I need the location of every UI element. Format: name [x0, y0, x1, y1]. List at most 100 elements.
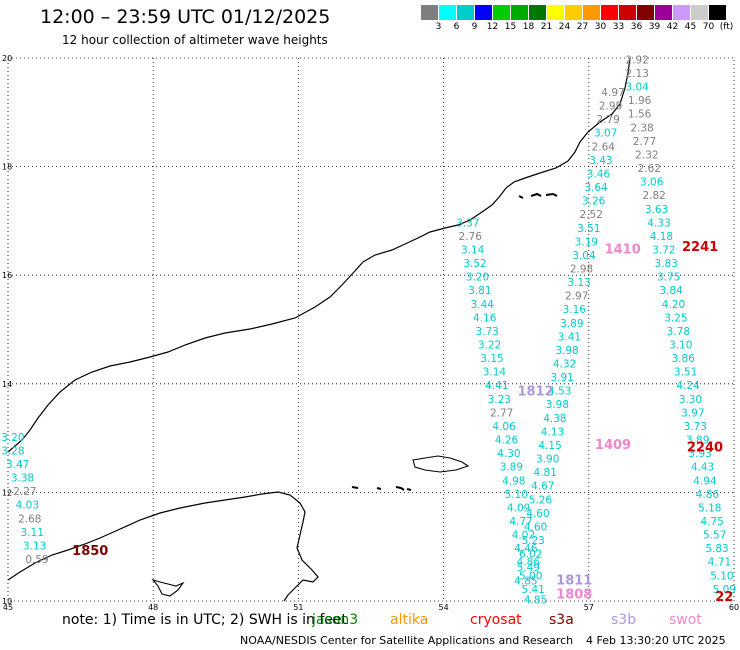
- wave-height-label: 5.41: [521, 584, 544, 596]
- track-time-label: 1811: [556, 574, 592, 589]
- wave-height-label: 2.27: [13, 486, 36, 498]
- wave-height-label: 5.09: [713, 584, 736, 596]
- wave-height-label: 3.52: [463, 258, 486, 270]
- wave-height-label: 3.89: [686, 435, 709, 447]
- colorbar-label: 15: [504, 22, 517, 32]
- coast-arabia: [7, 57, 631, 453]
- wave-height-label: 3.84: [659, 285, 683, 297]
- satellite-legend-item: s3b: [611, 612, 637, 628]
- colorbar-label: 36: [630, 22, 643, 32]
- wave-height-label: 4.86: [696, 489, 720, 501]
- wave-height-label: 3.44: [471, 299, 495, 311]
- wave-height-label: 2.38: [630, 122, 653, 134]
- colorbar-swatch: [529, 5, 546, 20]
- islets-socotra: [351, 486, 412, 491]
- wave-height-label: 4.24: [676, 380, 700, 392]
- wave-height-label: 4.97: [601, 87, 624, 99]
- colorbar-swatch: [439, 5, 456, 20]
- wave-height-label: 4.06: [492, 421, 516, 433]
- wave-height-label: 5.23: [521, 535, 544, 547]
- colorbar-label: 39: [648, 22, 661, 32]
- legend-note: note: 1) Time is in UTC; 2) SWH is in fe…: [62, 612, 348, 628]
- wave-height-label: 3.13: [567, 277, 590, 289]
- map-border: [7, 57, 735, 602]
- wave-height-label: 3.73: [475, 326, 498, 338]
- wave-height-label: 5.49: [517, 562, 540, 574]
- y-tick-label: 14: [2, 380, 12, 389]
- track-time-label: 1808: [556, 587, 592, 602]
- wave-height-label: 6.02: [519, 549, 542, 561]
- wave-height-label: 5.18: [698, 502, 721, 514]
- wave-height-label: 3.28: [1, 445, 24, 457]
- footer-timestamp: 4 Feb 13:30:20 UTC 2025: [586, 634, 726, 647]
- wave-height-label: 4.13: [541, 426, 564, 438]
- wave-height-label: 2.98: [570, 263, 593, 275]
- x-tick-label: 54: [439, 603, 449, 612]
- track-west: 3.203.28 3.47 3.382.27 4.032.68 3.113.13 0.59: [1, 432, 49, 566]
- wave-height-label: 3.25: [664, 312, 687, 324]
- colorbar-label: 27: [576, 22, 589, 32]
- y-tick-label: 18: [2, 163, 12, 172]
- colorbar-swatch: [583, 5, 600, 20]
- wave-height-label: 4.53: [548, 386, 571, 398]
- wave-height-label: 3.23: [488, 394, 511, 406]
- colorbar-swatch: [457, 5, 474, 20]
- wave-height-label: 4.26: [495, 435, 519, 447]
- wave-height-label: 2.92: [626, 54, 649, 66]
- wave-height-label: 3.15: [480, 353, 503, 365]
- colorbar-label: 12: [486, 22, 499, 32]
- wave-height-label: 2.97: [565, 291, 588, 303]
- wave-height-label: 2.77: [633, 136, 656, 148]
- gridlines: [8, 58, 734, 601]
- wave-height-label: 3.43: [589, 155, 612, 167]
- wave-height-label: 3.37: [456, 217, 479, 229]
- wave-height-label: 3.93: [688, 448, 711, 460]
- wave-height-label: 4.32: [553, 359, 576, 371]
- colorbar-swatch: [637, 5, 654, 20]
- wave-height-label: 4.09: [507, 502, 530, 514]
- wave-height-label: 3.38: [11, 473, 34, 485]
- wave-height-label: 3.06: [640, 177, 664, 189]
- wave-height-label: 3.97: [681, 407, 704, 419]
- wave-height-label: 3.19: [575, 236, 598, 248]
- wave-height-label: 2.99: [599, 101, 622, 113]
- colorbar-label: 42: [666, 22, 679, 32]
- wave-height-label: 3.20: [466, 272, 489, 284]
- wave-height-label: 4.02: [512, 530, 535, 542]
- map-frame: [7, 57, 735, 602]
- wave-height-label: 3.98: [546, 399, 569, 411]
- wave-height-label: 3.89: [560, 318, 583, 330]
- colorbar-label: 3: [435, 22, 442, 32]
- wave-height-label: 0.59: [25, 554, 48, 566]
- footer-credit: NOAA/NESDIS Center for Satellite Applica…: [240, 634, 574, 647]
- wave-height-label: 3.51: [674, 367, 697, 379]
- wave-height-label: 5.10: [710, 570, 733, 582]
- wave-height-label: 2.79: [596, 114, 619, 126]
- y-tick-label: 10: [2, 597, 12, 606]
- colorbar-swatch: [511, 5, 528, 20]
- colorbar-swatch: [673, 5, 690, 20]
- wave-height-label: 4.43: [691, 462, 714, 474]
- wave-height-label: 4.38: [543, 413, 566, 425]
- satellite-legend-item: altika: [390, 612, 429, 628]
- colorbar-label: 45: [684, 22, 697, 32]
- wave-height-label: 4.67: [531, 481, 554, 493]
- colorbar-swatch: [709, 5, 726, 20]
- colorbar-label: 30: [594, 22, 607, 32]
- track-time-label: 22: [715, 590, 733, 605]
- wave-height-label: 4.75: [701, 516, 724, 528]
- wave-height-label: 1.56: [628, 109, 652, 121]
- colorbar-swatch: [493, 5, 510, 20]
- wave-height-label: 5.26: [529, 494, 553, 506]
- wave-height-label: 3.04: [572, 250, 596, 262]
- colorbar-swatch: [475, 5, 492, 20]
- colorbar-swatch: [421, 5, 438, 20]
- wave-height-label: 3.63: [645, 204, 668, 216]
- colorbar-swatch: [655, 5, 672, 20]
- wave-height-label: 3.51: [577, 223, 600, 235]
- track-time-label: 1409: [595, 438, 631, 453]
- wave-height-label: 2.32: [635, 149, 658, 161]
- wave-height-label: 2.68: [18, 513, 41, 525]
